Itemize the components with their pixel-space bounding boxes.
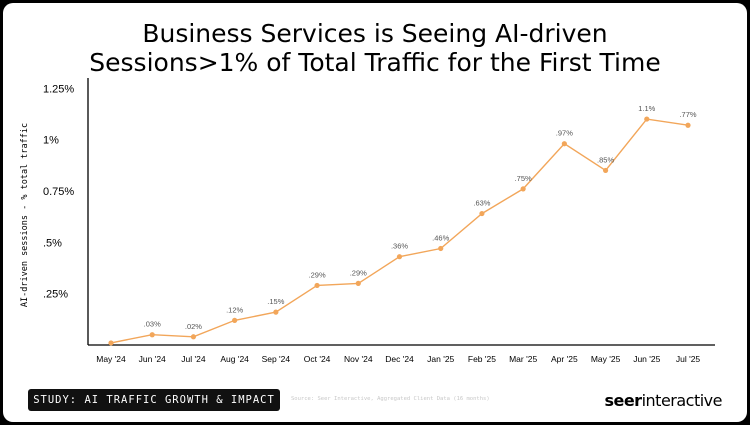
x-tick-label: Aug '24 xyxy=(220,354,249,364)
chart-axes xyxy=(87,78,715,346)
x-tick-label: Jan '25 xyxy=(427,354,454,364)
data-label: .63% xyxy=(473,199,490,208)
data-point xyxy=(561,141,567,147)
x-tick-label: Mar '25 xyxy=(509,354,537,364)
x-tick-label: Oct '24 xyxy=(304,354,331,364)
x-tick-label: Jul '24 xyxy=(181,354,206,364)
data-label: .03% xyxy=(144,320,161,329)
data-points xyxy=(108,116,691,346)
x-tick-label: Jun '25 xyxy=(633,354,660,364)
y-tick-labels: 1.25% 1% 0.75% .5% .25% xyxy=(43,83,74,300)
data-label: .77% xyxy=(679,110,696,119)
data-point xyxy=(273,309,279,315)
logo-regular-text: interactive xyxy=(641,391,723,410)
data-point xyxy=(520,186,526,192)
line-chart: AI-driven sessions - % total traffic 1.2… xyxy=(20,78,715,364)
x-tick-label: Apr '25 xyxy=(551,354,578,364)
data-label: .29% xyxy=(309,270,326,279)
data-label: .85% xyxy=(597,155,614,164)
y-tick-label: 1% xyxy=(43,135,59,147)
data-label: .12% xyxy=(226,305,243,314)
chart-title-line-2: Sessions>1% of Total Traffic for the Fir… xyxy=(89,48,661,77)
data-point xyxy=(602,167,609,174)
x-tick-label: Nov '24 xyxy=(344,354,373,364)
source-note: Source: Seer Interactive, Aggregated Cli… xyxy=(291,396,490,402)
x-tick-label: Jul '25 xyxy=(676,354,701,364)
data-point xyxy=(190,334,197,340)
y-tick-label: .5% xyxy=(43,237,62,249)
x-tick-label: May '25 xyxy=(591,354,621,364)
series-line xyxy=(110,118,689,344)
y-tick-label: 0.75% xyxy=(43,186,74,198)
chart-title-line-1: Business Services is Seeing AI-driven xyxy=(142,19,608,48)
data-point xyxy=(232,317,238,323)
data-point xyxy=(644,116,650,122)
data-point xyxy=(685,122,691,128)
x-tick-label: Jun '24 xyxy=(139,354,166,364)
data-point xyxy=(314,282,320,289)
x-tick-label: Sep '24 xyxy=(262,354,291,364)
y-tick-label: 1.25% xyxy=(43,83,74,95)
logo-bold-text: seer xyxy=(604,391,642,410)
data-label: .15% xyxy=(267,297,284,306)
data-label: .46% xyxy=(432,233,449,242)
data-label: .75% xyxy=(515,174,532,183)
data-label: .36% xyxy=(391,242,408,251)
chart-card: Business Services is Seeing AI-driven Se… xyxy=(3,3,747,422)
data-point xyxy=(438,245,444,252)
data-point xyxy=(479,210,485,217)
data-label: 1.1% xyxy=(638,104,655,113)
data-labels: .03% .02% .12% .15% .29% .29% .36% .46% .63% .75%… xyxy=(144,104,697,331)
x-tick-label: May '24 xyxy=(96,354,126,364)
x-tick-labels: May '24 Jun '24 Jul '24 Aug '24 Sep '24 Oct '… xyxy=(96,354,700,364)
data-label: .29% xyxy=(350,268,367,277)
data-label: .97% xyxy=(556,129,573,138)
data-point xyxy=(396,254,403,260)
data-point xyxy=(108,340,114,346)
x-tick-label: Dec '24 xyxy=(385,354,414,364)
data-point xyxy=(149,332,155,338)
study-badge: STUDY: AI TRAFFIC GROWTH & IMPACT xyxy=(28,389,280,411)
y-axis-label: AI-driven sessions - % total traffic xyxy=(20,123,30,307)
y-tick-label: .25% xyxy=(43,289,68,301)
data-point xyxy=(355,280,361,286)
seer-interactive-logo: seerinteractive xyxy=(604,391,722,410)
x-tick-label: Feb '25 xyxy=(468,354,496,364)
chart-title: Business Services is Seeing AI-driven Se… xyxy=(3,19,747,77)
data-label: .02% xyxy=(185,322,202,331)
